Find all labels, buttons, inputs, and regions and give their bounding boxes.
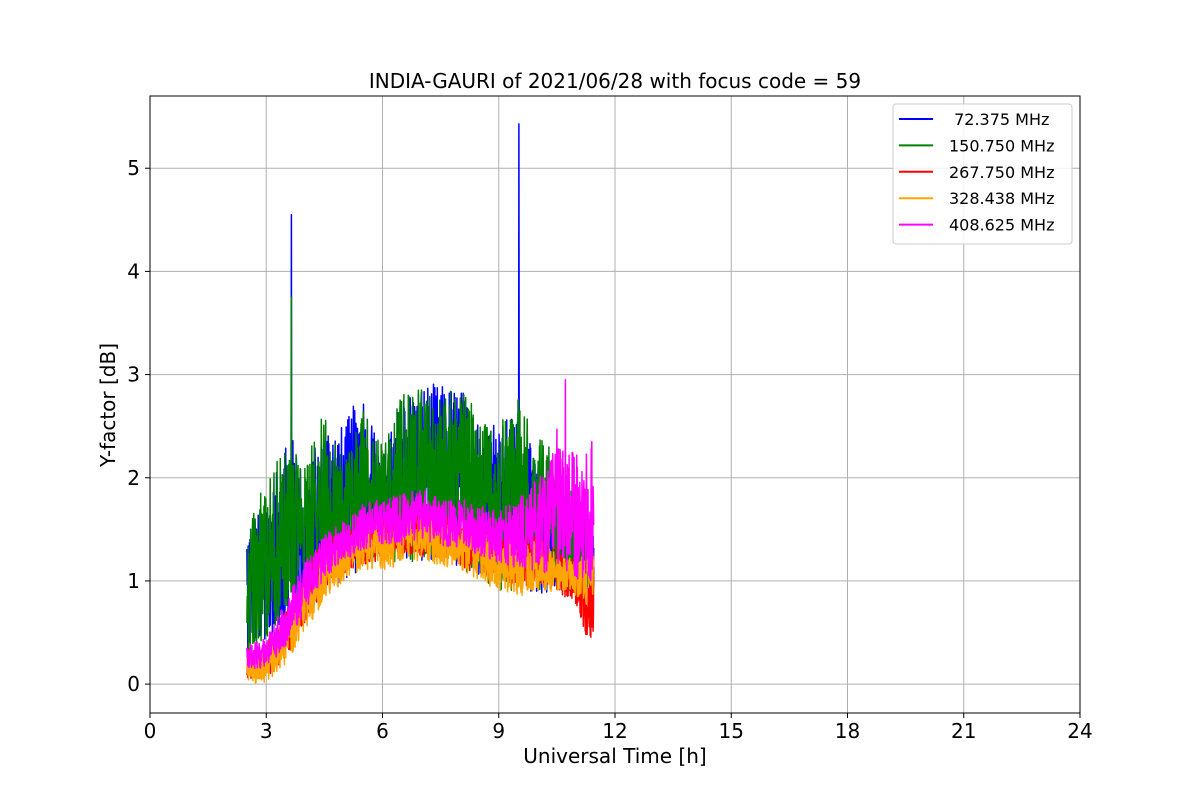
- y-axis-label: Y-factor [dB]: [96, 343, 120, 468]
- x-tick-label: 24: [1067, 719, 1092, 743]
- chart-title: INDIA-GAURI of 2021/06/28 with focus cod…: [369, 69, 861, 93]
- x-tick-label: 15: [719, 719, 744, 743]
- series-layer: [246, 123, 595, 685]
- series-line-4: [246, 515, 595, 685]
- legend-label-4: 328.438 MHz: [949, 189, 1054, 208]
- x-tick-label: 6: [376, 719, 389, 743]
- y-tick-label: 0: [127, 672, 140, 696]
- y-tick-label: 5: [127, 156, 140, 180]
- legend-label-2: 150.750 MHz: [949, 136, 1054, 155]
- x-tick-label: 12: [602, 719, 627, 743]
- legend-box: [892, 103, 1073, 245]
- x-tick-label: 9: [492, 719, 505, 743]
- x-tick-label: 18: [835, 719, 860, 743]
- legend: 72.375 MHz 150.750 MHz 267.750 MHz 328.438 …: [892, 103, 1073, 245]
- x-axis-label: Universal Time [h]: [523, 744, 706, 768]
- x-tick-label: 0: [144, 719, 157, 743]
- legend-label-5: 408.625 MHz: [949, 216, 1054, 235]
- legend-label-1: 72.375 MHz: [949, 110, 1049, 129]
- y-tick-label: 1: [127, 569, 140, 593]
- y-tick-label: 2: [127, 466, 140, 490]
- x-tick-label: 21: [951, 719, 976, 743]
- x-tick-label: 3: [260, 719, 273, 743]
- series-line-5: [246, 378, 595, 670]
- legend-label-3: 267.750 MHz: [949, 163, 1054, 182]
- y-tick-label: 3: [127, 363, 140, 387]
- y-tick-label: 4: [127, 259, 140, 283]
